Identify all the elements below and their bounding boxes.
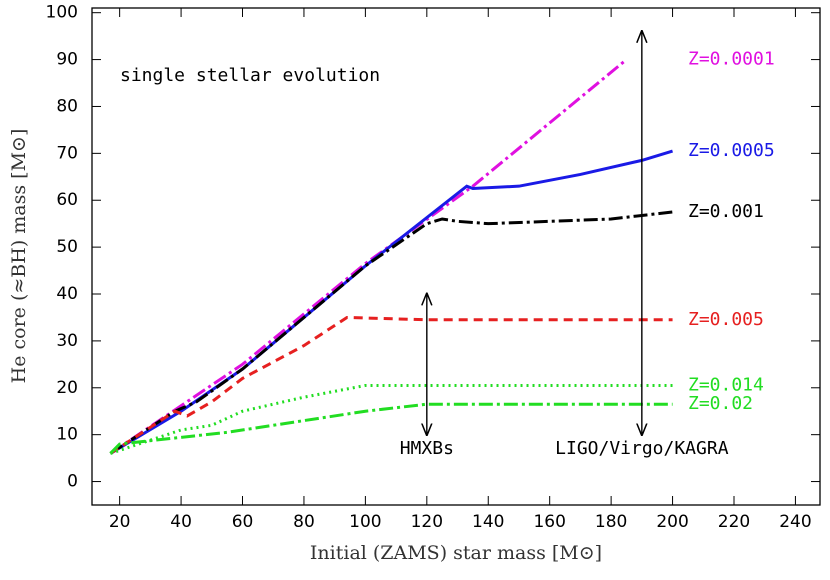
plot-frame <box>91 7 821 506</box>
y-tick-label: 10 <box>56 425 78 445</box>
y-tick-label: 30 <box>56 331 78 351</box>
series-label: Z=0.005 <box>688 309 764 330</box>
y-tick-label: 40 <box>56 284 78 304</box>
x-tick-label: 140 <box>472 512 504 532</box>
y-tick-label: 70 <box>56 143 78 163</box>
series-label: Z=0.02 <box>688 393 753 414</box>
series-line <box>109 58 628 455</box>
x-tick-label: 200 <box>656 512 688 532</box>
arrow-label: LIGO/Virgo/KAGRA <box>555 438 729 459</box>
series-label: Z=0.001 <box>688 201 764 222</box>
y-tick-label: 20 <box>56 378 78 398</box>
y-tick-label: 90 <box>56 50 78 70</box>
x-tick-label: 20 <box>109 512 131 532</box>
arrow-label: HMXBs <box>400 438 454 459</box>
x-tick-label: 240 <box>779 512 811 532</box>
x-tick-label: 60 <box>232 512 254 532</box>
x-tick-label: 220 <box>718 512 750 532</box>
x-tick-label: 180 <box>595 512 627 532</box>
series-label: Z=0.0005 <box>688 140 775 161</box>
x-axis-label: Initial (ZAMS) star mass [M⊙] <box>310 542 602 564</box>
series-line <box>109 315 673 455</box>
series-label: Z=0.014 <box>688 374 764 395</box>
y-tick-label: 100 <box>46 3 78 23</box>
x-tick-label: 100 <box>349 512 381 532</box>
y-axis-label: He core (≈BH) mass [M⊙] <box>8 129 30 384</box>
annotation: single stellar evolution <box>120 65 380 86</box>
x-tick-label: 80 <box>293 512 315 532</box>
series-line <box>109 383 673 455</box>
y-tick-label: 0 <box>67 472 78 492</box>
series-line <box>109 210 673 455</box>
x-tick-label: 160 <box>533 512 565 532</box>
y-tick-label: 50 <box>56 237 78 257</box>
x-tick-label: 120 <box>411 512 443 532</box>
series-line <box>109 402 673 455</box>
y-tick-label: 80 <box>56 96 78 116</box>
y-tick-label: 60 <box>56 190 78 210</box>
series-label: Z=0.0001 <box>688 49 775 70</box>
x-tick-label: 40 <box>170 512 192 532</box>
